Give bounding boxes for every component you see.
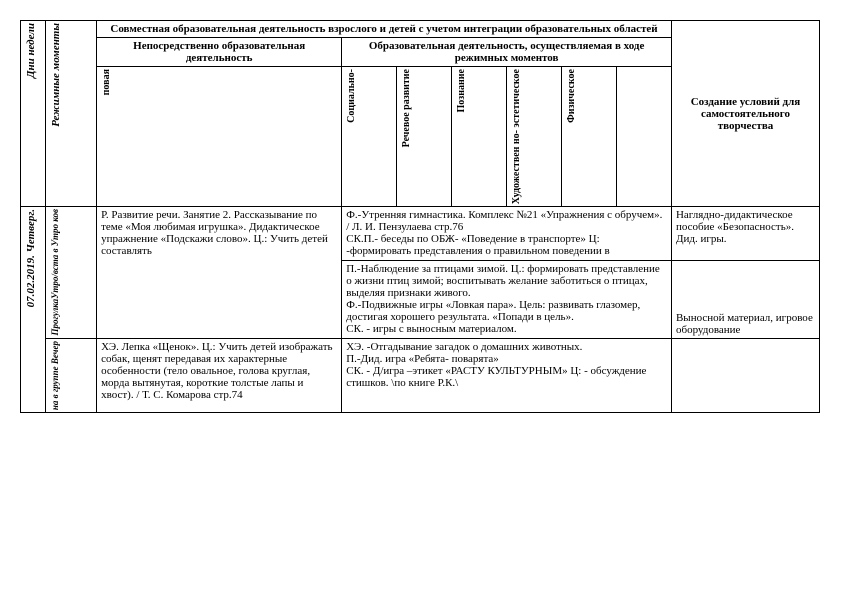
morning-routine-bottom: П.-Наблюдение за птицами зимой. Ц.: форм…	[342, 260, 672, 338]
evening-direct: ХЭ. Лепка «Щенок». Ц.: Учить детей изобр…	[97, 338, 342, 412]
evening-routine: ХЭ. -Отгадывание загадок о домашних живо…	[342, 338, 672, 412]
cat-3: Речевое развитие	[397, 67, 452, 207]
col-days: Дни недели	[21, 21, 46, 207]
date-cell: 07.02.2019. Четверг.	[21, 207, 46, 413]
morning-direct: Р. Развитие речи. Занятие 2. Рассказыван…	[97, 207, 342, 338]
direct-activity-header: Непосредственно образовательная деятельн…	[97, 38, 342, 67]
morning-label-cell: ПрогулкаУтро/вста в Утро ков	[46, 207, 97, 338]
col-regime: Режимные моменты	[46, 21, 97, 207]
planning-table: Дни недели Режимные моменты Совместная о…	[20, 20, 820, 413]
routine-activity-header: Образовательная деятельность, осуществля…	[342, 38, 672, 67]
morning-cond-bottom: Выносной материал, игровое оборудование	[671, 260, 819, 338]
morning-routine-top: Ф.-Утренняя гимнастика. Комплекс №21 «Уп…	[342, 207, 672, 261]
cat-2: Социально-	[342, 67, 397, 207]
regime-label: Режимные моменты	[50, 23, 62, 127]
evening-cond	[671, 338, 819, 412]
conditions-header: Создание условий для самостоятельного тв…	[671, 21, 819, 207]
cat-5: Художествен но- эстетическое	[507, 67, 562, 207]
cat-4: Познание	[452, 67, 507, 207]
joint-activity-header: Совместная образовательная деятельность …	[97, 21, 672, 38]
days-label: Дни недели	[25, 23, 37, 78]
evening-label-cell: на в группе Вечер	[46, 338, 97, 412]
morning-cond-top: Наглядно-дидактическое пособие «Безопасн…	[671, 207, 819, 261]
cat-6: Физическое	[561, 67, 616, 207]
cat-1: повая	[97, 67, 342, 207]
